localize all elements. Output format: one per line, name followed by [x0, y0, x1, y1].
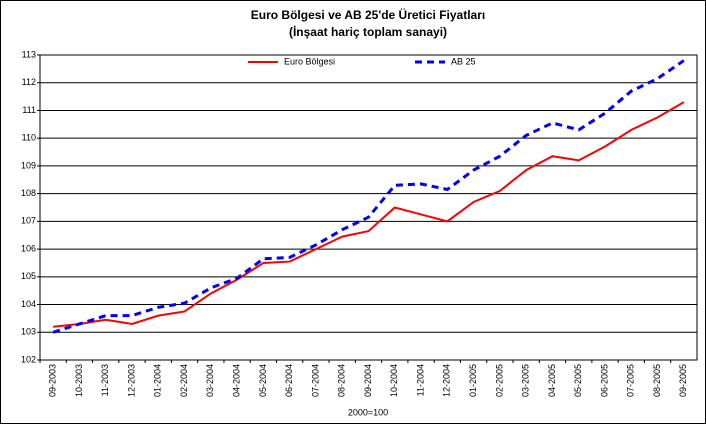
y-tick-label: 107: [21, 216, 36, 226]
x-tick-label: 09-2004: [363, 364, 373, 397]
x-tick-label: 01-2004: [153, 364, 163, 397]
series-line: [53, 101, 685, 328]
x-tick-label: 12-2004: [442, 364, 452, 397]
x-tick-label: 09-2003: [48, 364, 58, 397]
x-tick-label: 04-2005: [547, 364, 557, 397]
x-tick-label: 08-2004: [337, 364, 347, 397]
x-tick-label: 02-2005: [494, 364, 504, 397]
y-tick-label: 103: [21, 327, 36, 337]
x-tick-label: 03-2004: [205, 364, 215, 397]
x-tick-label: 10-2004: [389, 364, 399, 397]
y-tick-label: 105: [21, 271, 36, 281]
chart-title: Euro Bölgesi ve AB 25'de Üretici Fiyatla…: [251, 7, 486, 22]
x-tick-label: 06-2004: [284, 364, 294, 397]
x-tick-label: 02-2004: [179, 364, 189, 397]
x-tick-label: 01-2005: [468, 364, 478, 397]
legend-label: AB 25: [451, 56, 476, 66]
chart-subtitle: (İnşaat hariç toplam sanayi): [289, 24, 447, 39]
x-tick-label: 07-2005: [626, 364, 636, 397]
legend-label: Euro Bölgesi: [284, 56, 335, 66]
x-tick-label: 11-2003: [100, 364, 110, 396]
y-tick-label: 110: [22, 133, 36, 143]
x-axis-label: 2000=100: [348, 407, 388, 417]
x-tick-label: 07-2004: [310, 364, 320, 397]
x-tick-label: 11-2004: [415, 364, 425, 396]
x-tick-label: 12-2003: [126, 364, 136, 397]
y-tick-label: 108: [21, 188, 36, 198]
y-tick-label: 113: [22, 49, 36, 59]
y-tick-label: 104: [21, 299, 36, 309]
x-tick-label: 10-2003: [74, 364, 84, 397]
x-tick-label: 08-2005: [652, 364, 662, 397]
x-tick-label: 09-2005: [678, 364, 688, 397]
y-tick-label: 112: [22, 77, 36, 87]
y-tick-label: 106: [21, 243, 36, 253]
x-tick-label: 04-2004: [231, 364, 241, 397]
x-tick-label: 03-2005: [521, 364, 531, 397]
y-tick-label: 102: [21, 354, 36, 364]
x-tick-label: 05-2005: [573, 364, 583, 397]
series-line: [52, 59, 685, 334]
x-tick-label: 05-2004: [258, 364, 268, 397]
y-tick-label: 109: [21, 160, 36, 170]
y-tick-label: 111: [22, 105, 36, 115]
x-tick-label: 06-2005: [599, 364, 609, 397]
